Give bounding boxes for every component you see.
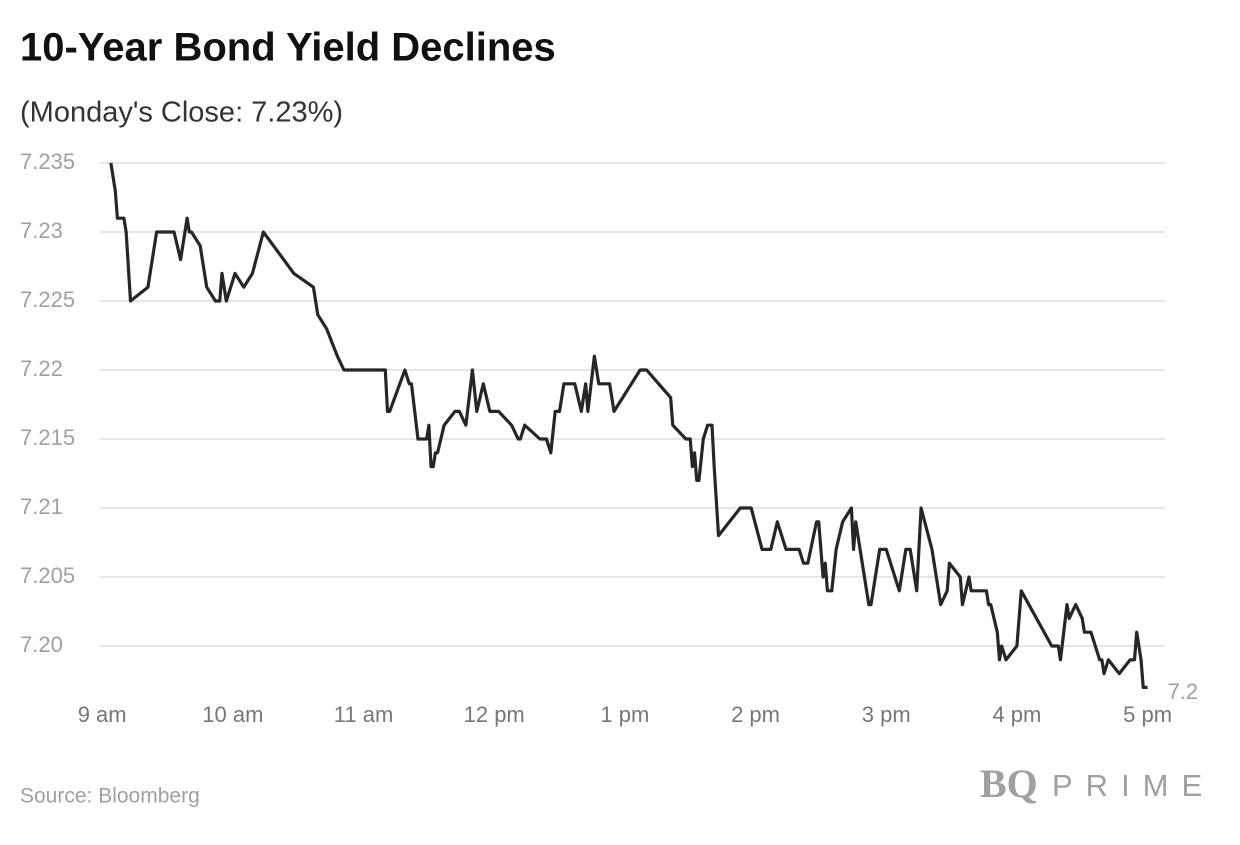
y-tick-label: 7.20 xyxy=(20,632,63,657)
x-tick-label: 2 pm xyxy=(731,702,780,727)
y-tick-label: 7.235 xyxy=(20,149,75,174)
x-tick-label: 11 am xyxy=(334,702,394,727)
y-tick-label: 7.21 xyxy=(20,494,63,519)
x-tick-label: 3 pm xyxy=(862,702,911,727)
value-label: 7.2 xyxy=(1168,679,1199,704)
y-tick-label: 7.225 xyxy=(20,287,75,312)
y-tick-label: 7.215 xyxy=(20,425,75,450)
x-tick-label: 12 pm xyxy=(464,702,525,727)
line xyxy=(109,162,1148,689)
y-tick-label: 7.22 xyxy=(20,356,63,381)
y-tick-label: 7.205 xyxy=(20,563,75,588)
x-tick-label: 10 am xyxy=(202,702,263,727)
x-tick-label: 1 pm xyxy=(600,702,649,727)
x-tick-label: 9 am xyxy=(78,702,127,727)
x-tick-label: 4 pm xyxy=(992,702,1041,727)
y-tick-label: 7.23 xyxy=(20,218,63,243)
source: Source: Bloomberg xyxy=(20,785,200,808)
brand-name: PRIME xyxy=(1052,768,1215,803)
brand-mark: BQ xyxy=(980,761,1038,806)
chart-title: 10-Year Bond Yield Declines xyxy=(20,26,556,70)
chart-subtitle: (Monday's Close: 7.23%) xyxy=(20,97,343,129)
x-tick-label: 5 pm xyxy=(1123,702,1172,727)
